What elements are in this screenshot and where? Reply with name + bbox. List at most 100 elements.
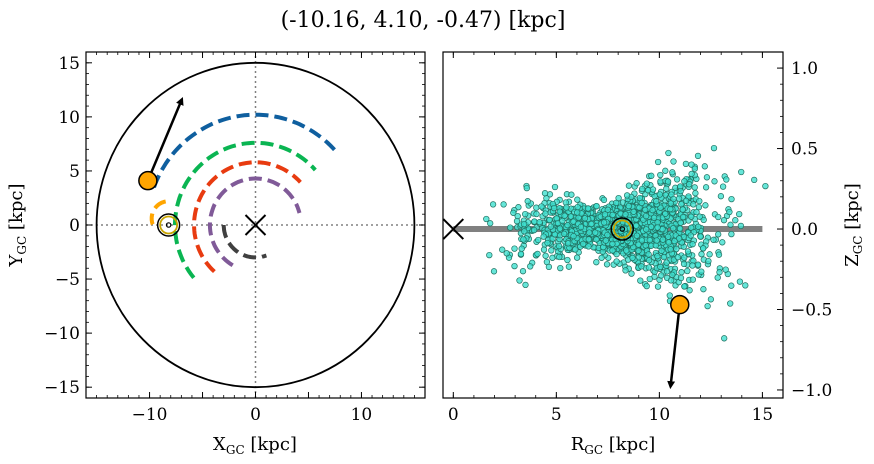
right-xlabel: RGC [kpc] <box>571 434 656 457</box>
left-ylabel: YGC [kpc] <box>6 184 29 268</box>
scatter-point <box>703 174 711 181</box>
left-xlabel-sub: GC <box>226 443 245 457</box>
star-scatter <box>483 144 769 342</box>
spiral-arm-4 <box>221 225 267 260</box>
scatter-point <box>522 210 529 218</box>
scatter-point <box>679 213 687 221</box>
left-ytick-label: 10 <box>58 108 80 128</box>
scatter-point <box>533 204 540 211</box>
left-ylabel-main: Y <box>6 253 27 267</box>
scatter-point <box>523 184 530 192</box>
disk-boundary-circle <box>95 61 416 389</box>
scatter-point <box>667 277 675 284</box>
right-ylabel-unit: [kpc] <box>842 183 863 235</box>
scatter-point <box>556 225 564 232</box>
scatter-point <box>736 210 743 218</box>
scatter-point <box>565 240 572 247</box>
scatter-point <box>600 219 608 226</box>
scatter-point <box>654 224 661 231</box>
scatter-point <box>692 190 699 197</box>
right-xlabel-sub: GC <box>584 443 603 457</box>
scatter-point <box>638 237 646 244</box>
scatter-point <box>564 256 571 264</box>
scatter-point <box>689 276 697 283</box>
scatter-point <box>622 211 629 218</box>
scatter-point <box>657 171 664 179</box>
right-xlabel-main: R <box>571 434 585 455</box>
scatter-point <box>586 229 593 236</box>
scatter-point <box>511 262 518 270</box>
scatter-point <box>751 176 758 184</box>
scatter-point <box>675 235 683 242</box>
scatter-point <box>646 275 653 283</box>
scatter-point <box>677 187 684 195</box>
scatter-point <box>667 206 674 213</box>
left-xtick-label: 10 <box>351 405 373 425</box>
right-ylabel: ZGC [kpc] <box>842 183 865 267</box>
scatter-point <box>547 223 554 230</box>
scatter-point <box>637 277 644 284</box>
scatter-point <box>570 233 577 240</box>
scatter-point <box>559 217 566 225</box>
right-xtick-label: 15 <box>752 405 774 425</box>
scatter-point <box>540 233 547 240</box>
scatter-point <box>545 263 553 271</box>
scatter-point <box>540 246 548 253</box>
scatter-point <box>574 209 581 216</box>
scatter-point <box>572 246 579 253</box>
scatter-point <box>483 215 490 223</box>
scatter-point <box>507 224 514 231</box>
scatter-point <box>629 254 636 262</box>
scatter-point <box>593 259 600 266</box>
left-velocity-arrow <box>146 96 184 182</box>
scatter-point <box>613 251 620 258</box>
scatter-point <box>517 250 525 258</box>
scatter-point <box>691 184 698 191</box>
scatter-point <box>738 168 745 176</box>
scatter-point <box>639 185 646 193</box>
scatter-point <box>560 230 568 237</box>
left-ytick-label: 15 <box>58 54 80 74</box>
scatter-point <box>534 250 541 258</box>
scatter-point <box>516 277 523 284</box>
scatter-point <box>673 176 681 183</box>
scatter-point <box>510 209 517 216</box>
scatter-point <box>719 183 727 190</box>
scatter-point <box>694 152 702 160</box>
right-axes-frame <box>442 51 784 399</box>
right-xtick-label: 0 <box>448 405 459 425</box>
left-xtick-label: −10 <box>132 405 168 425</box>
scatter-point <box>726 208 733 216</box>
scatter-point <box>696 213 703 220</box>
scatter-point <box>542 252 549 259</box>
scatter-point <box>711 178 718 185</box>
scatter-point <box>642 212 650 220</box>
scatter-point <box>654 158 662 166</box>
scatter-point <box>719 239 726 246</box>
scatter-point <box>700 245 707 252</box>
scatter-point <box>727 221 734 228</box>
scatter-point <box>633 232 641 239</box>
scatter-point <box>643 282 650 290</box>
scatter-point <box>653 237 660 244</box>
spiral-arm-5 <box>149 199 167 226</box>
scatter-point <box>696 197 703 205</box>
scatter-point <box>511 245 518 252</box>
scatter-point <box>678 269 685 276</box>
scatter-point <box>520 236 527 243</box>
scatter-point <box>689 262 696 269</box>
right-plot-area <box>453 144 769 390</box>
scatter-point <box>664 178 672 185</box>
scatter-point <box>487 220 494 227</box>
scatter-point <box>737 222 745 230</box>
scatter-point <box>581 215 589 222</box>
left-sun-marker-outer <box>156 213 181 237</box>
scatter-point <box>535 236 542 244</box>
scatter-point <box>567 213 575 220</box>
scatter-point <box>678 201 685 208</box>
scatter-point <box>649 206 656 214</box>
scatter-point <box>486 251 493 259</box>
scatter-point <box>670 225 677 232</box>
scatter-point <box>679 206 686 213</box>
